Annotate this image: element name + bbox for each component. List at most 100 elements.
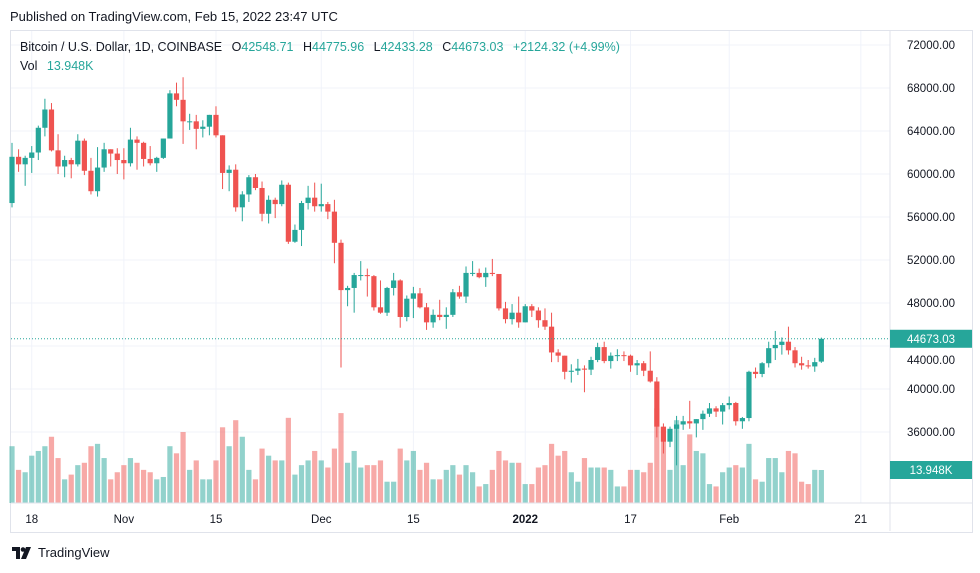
price-tick-label: 60000.00 [907, 169, 955, 181]
candle-body [351, 275, 357, 288]
candle-body [766, 348, 772, 364]
volume-bar [167, 446, 173, 503]
candle-body [423, 307, 430, 323]
volume-bar [621, 486, 627, 503]
candle-body [733, 402, 739, 422]
volume-value: 13.948K [46, 59, 94, 73]
symbol-title[interactable]: Bitcoin / U.S. Dollar, 1D, COINBASE [20, 40, 223, 54]
volume-bar [693, 450, 699, 503]
time-axis: 18 Nov 15 Dec 15 2022 17 Feb 21 [11, 502, 973, 526]
volume-bar [463, 465, 469, 503]
last-volume-label: 13.948K [910, 465, 953, 477]
candle-body [548, 326, 555, 353]
candle-body [160, 138, 166, 158]
last-price-badge [890, 329, 972, 348]
volume-bar [430, 479, 436, 503]
volume-bar [397, 448, 403, 503]
volume-bar [700, 453, 706, 503]
candle-body [568, 370, 574, 372]
candle-body [634, 363, 640, 366]
candle-body [239, 194, 245, 208]
candle-body [595, 347, 601, 360]
volume-bar [391, 481, 397, 503]
volume-bar [706, 484, 713, 503]
price-tick-label: 40000.00 [907, 384, 955, 396]
volume-bar [213, 460, 219, 503]
volume-bar [746, 443, 752, 503]
candle-body [654, 381, 660, 427]
candle-body [173, 93, 180, 100]
candle-body [417, 293, 423, 308]
candle-body [588, 359, 594, 370]
candle-body [693, 419, 699, 424]
published-caption: Published on TradingView.com, Feb 15, 20… [10, 9, 338, 24]
volume-bar [279, 460, 285, 503]
volume-bar [785, 450, 792, 503]
volume-bar [529, 484, 535, 503]
volume-bar [608, 469, 614, 503]
candle-body [358, 275, 364, 277]
volume-bar [410, 450, 416, 503]
volume-bar [680, 465, 686, 503]
candle-body [706, 408, 713, 414]
candle-body [42, 109, 48, 128]
volume-bar [476, 486, 482, 503]
candle-body [812, 362, 818, 367]
volume-bar [252, 479, 259, 503]
price-tick-label: 72000.00 [907, 40, 955, 52]
volume-bar [456, 474, 463, 503]
close-label: C [442, 40, 452, 54]
volume-bar [127, 458, 134, 503]
volume-bar [772, 458, 778, 503]
volume-bar [266, 455, 272, 503]
volume-bar [654, 408, 660, 503]
candle-body [720, 405, 726, 412]
volume-bar [141, 469, 147, 503]
volume-bar [660, 427, 667, 503]
volume-bar [344, 462, 351, 503]
candle-body [331, 211, 338, 243]
volume-bar [443, 469, 449, 503]
volume-bar [483, 484, 489, 503]
volume-bar [94, 443, 101, 503]
volume-bar [62, 479, 68, 503]
high-label: H [303, 40, 313, 54]
legend-ohlc-row: Bitcoin / U.S. Dollar, 1D, COINBASE O425… [20, 38, 626, 57]
volume-bar [160, 476, 166, 503]
volume-bar [147, 472, 153, 503]
candle-body [88, 170, 94, 192]
low-value: 42433.28 [380, 40, 433, 54]
volume-bar [509, 462, 515, 503]
volume-bar [562, 450, 568, 503]
candle-body [456, 292, 463, 297]
volume-bar [239, 436, 245, 503]
candle-body [542, 320, 548, 327]
volume-bar [516, 462, 522, 503]
time-tick-label: Nov [114, 514, 135, 526]
price-tick-label: 68000.00 [907, 83, 955, 95]
legend: Bitcoin / U.S. Dollar, 1D, COINBASE O425… [20, 38, 626, 76]
candle-body [739, 418, 745, 422]
candle-body [377, 307, 384, 313]
candle-body [759, 363, 765, 374]
candle-body [259, 187, 265, 214]
candle-body [15, 156, 22, 165]
candle-body [200, 126, 206, 129]
volume-bar [647, 462, 653, 503]
volume-bar [384, 481, 390, 503]
volume-bar [542, 465, 548, 503]
last-price-label: 44673.03 [907, 334, 955, 346]
volume-bar [173, 453, 180, 503]
volume-bar [29, 455, 35, 503]
volume-bar [259, 448, 265, 503]
volume-bar [713, 486, 719, 503]
candle-body [48, 109, 55, 151]
candles [9, 77, 824, 466]
candle-body [55, 150, 61, 167]
candle-body [29, 152, 35, 158]
tradingview-brand[interactable]: TradingView [12, 545, 110, 560]
volume-bar [377, 460, 384, 503]
candle-body [489, 272, 495, 274]
volume-bar [318, 460, 324, 503]
